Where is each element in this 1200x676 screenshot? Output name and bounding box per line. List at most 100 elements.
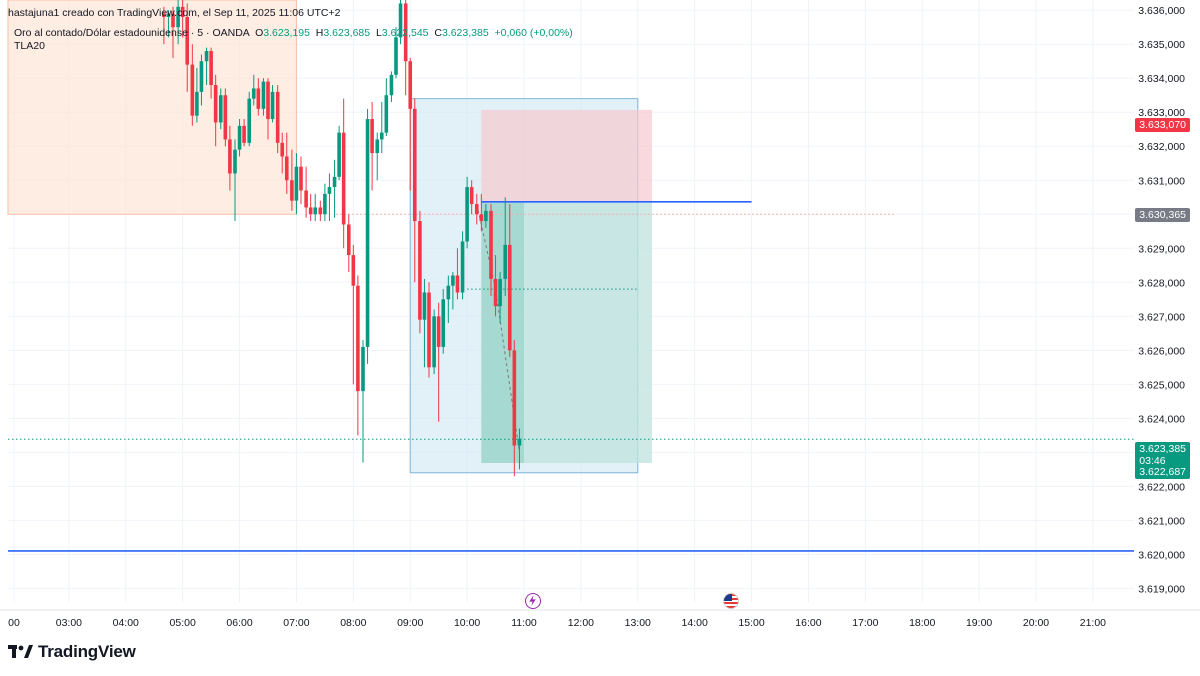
candle-body [356,285,360,392]
candle-body [418,221,422,320]
time-tick-label: 10:00 [454,617,480,629]
candle-body [351,255,356,286]
candle-body [256,88,261,109]
candle-body [162,13,166,18]
candle-body [455,275,460,293]
lightning-event-icon[interactable] [525,593,541,609]
price-tick-label: 3.622,000 [1138,481,1185,493]
time-tick-label: 03:00 [56,617,82,629]
bar-countdown: 03:46 [1139,455,1166,467]
price-tick-label: 3.628,000 [1138,277,1185,289]
candle-body [308,207,313,215]
time-tick-label: 11:00 [511,617,537,629]
candle-body [337,132,341,177]
candle-body [242,125,246,143]
price-tick-label: 3.636,000 [1138,5,1185,17]
candle-body [223,95,228,140]
time-tick-label: 18:00 [909,617,935,629]
candle-body [204,51,209,62]
open-value: 3.623,195 [263,27,310,39]
price-tick-label: 3.619,000 [1138,583,1185,595]
candle-body [213,85,218,123]
candle-body [389,74,394,96]
symbol-title[interactable]: Oro al contado/Dólar estadounidense · 5 … [14,27,250,39]
change-value: +0,060 (+0,00%) [494,27,573,39]
time-tick-label: 00 [8,617,20,629]
candle-body [294,166,299,201]
time-tick-label: 15:00 [738,617,764,629]
price-tick-label: 3.635,000 [1138,39,1185,51]
candle-body [432,316,436,368]
candle-body [346,224,351,256]
candle-body [190,64,195,116]
candle-body [469,187,474,205]
time-tick-label: 08:00 [340,617,366,629]
high-value: 3.623,685 [323,27,371,39]
candle-body [176,6,180,28]
price-tick-label: 3.626,000 [1138,345,1185,357]
candle-body [228,139,232,174]
candle-body [370,119,374,154]
price-tick-label: 3.621,000 [1138,515,1185,527]
price-tick-label: 3.631,000 [1138,175,1185,187]
price-tick-label: 3.625,000 [1138,379,1185,391]
candle-body [484,210,488,222]
candle-body [195,91,199,116]
drawing-zones [7,0,652,474]
candle-body [512,350,517,446]
candle-body [284,156,289,181]
candle-body [489,210,493,279]
candle-body [465,187,469,242]
last-price-value: 3.623,385 [1139,443,1186,455]
candle-body [299,166,303,191]
candle-body [394,37,398,75]
candle-body [451,275,455,286]
price-tick-label: 3.629,000 [1138,243,1185,255]
candle-body [436,316,441,347]
candle-body [304,190,308,208]
candle-body [199,61,204,92]
time-axis[interactable]: 00 03:00 04:00 05:00 06:00 07:00 08:00 09:00 10:… [0,609,1200,629]
low-label: L [375,27,382,39]
indicator-legend[interactable]: TLA20 [14,40,45,52]
candle-body [233,149,237,174]
candle-body [247,98,252,143]
candle-body [384,95,389,133]
take-profit-filled-zone[interactable] [481,201,524,463]
tradingview-logo-icon [8,645,33,658]
candle-body [166,13,171,18]
tradingview-logo-text: TradingView [38,642,136,661]
price-tick-label: 3.620,000 [1138,549,1185,561]
candle-body [275,91,280,143]
candle-body [318,207,323,215]
symbol-legend[interactable]: Oro al contado/Dólar estadounidense · 5 … [14,27,573,39]
candles [162,0,522,477]
candle-body [446,285,451,300]
candle-body [460,241,465,293]
candle-body [327,187,332,194]
candle-body [218,95,223,123]
price-axis[interactable]: 3.636,000 3.635,000 3.634,000 3.633,000 3.63… [1138,5,1185,595]
candle-body [332,176,337,188]
candle-body [517,438,522,446]
stop-loss-zone[interactable] [481,109,652,202]
candle-body [180,6,185,18]
time-tick-label: 04:00 [113,617,139,629]
candle-body [398,3,403,38]
candle-body [251,88,256,99]
tradingview-logo[interactable]: TradingView [8,642,136,662]
candle-body [361,346,365,392]
time-tick-label: 05:00 [170,617,196,629]
price-tick-label: 3.632,000 [1138,141,1185,153]
time-tick-label: 16:00 [795,617,821,629]
time-tick-label: 07:00 [283,617,309,629]
us-flag-event-icon[interactable] [723,593,739,609]
candle-body [341,132,346,225]
time-tick-label: 20:00 [1023,617,1049,629]
candle-body [365,119,370,347]
candle-body [503,244,508,279]
time-tick-label: 09:00 [397,617,423,629]
candle-body [261,81,266,109]
stop-price-tag: 3.633,070 [1135,118,1190,132]
